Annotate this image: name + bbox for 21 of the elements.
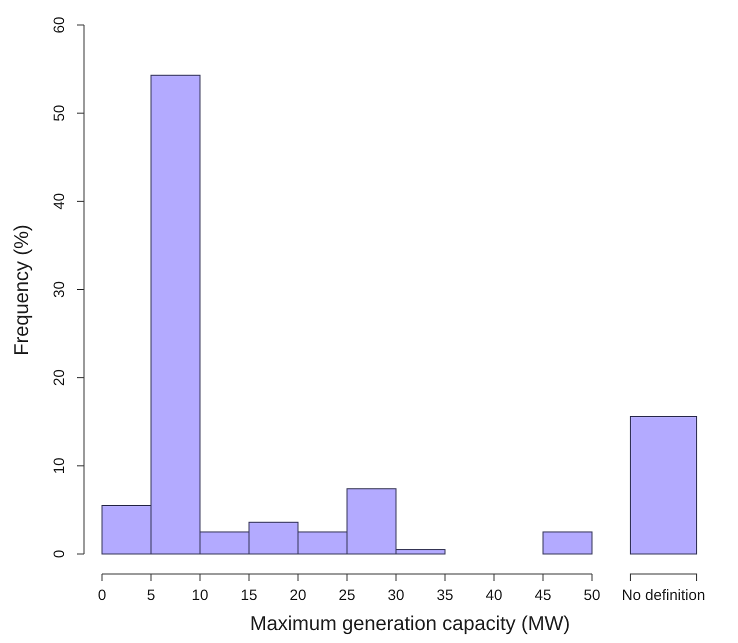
x-tick-label: 25 — [338, 587, 356, 604]
y-tick-label: 0 — [51, 550, 68, 558]
x-tick-label: 5 — [146, 587, 156, 604]
y-tick-label: 50 — [51, 104, 68, 122]
x-tick-label: 10 — [192, 587, 208, 604]
y-tick-label: 30 — [51, 281, 68, 298]
x-tick-label: 50 — [584, 587, 600, 604]
x-tick-label: 0 — [98, 587, 106, 604]
x-tick-label: 20 — [290, 587, 306, 604]
x-tick-label: 15 — [240, 587, 258, 604]
y-tick-label: 40 — [51, 192, 68, 210]
x-tick-label: No definition — [622, 587, 706, 604]
x-tick-label: 30 — [388, 587, 404, 604]
x-tick-label: 35 — [436, 587, 454, 604]
x-tick-label: 45 — [534, 587, 552, 604]
x-tick-label: 40 — [486, 587, 502, 604]
y-axis-title: Frequency (%) — [11, 224, 33, 356]
y-tick-label: 60 — [51, 16, 68, 34]
y-tick-label: 10 — [51, 457, 68, 474]
y-tick-label: 20 — [51, 369, 68, 386]
x-axis-title: Maximum generation capacity (MW) — [250, 613, 570, 635]
